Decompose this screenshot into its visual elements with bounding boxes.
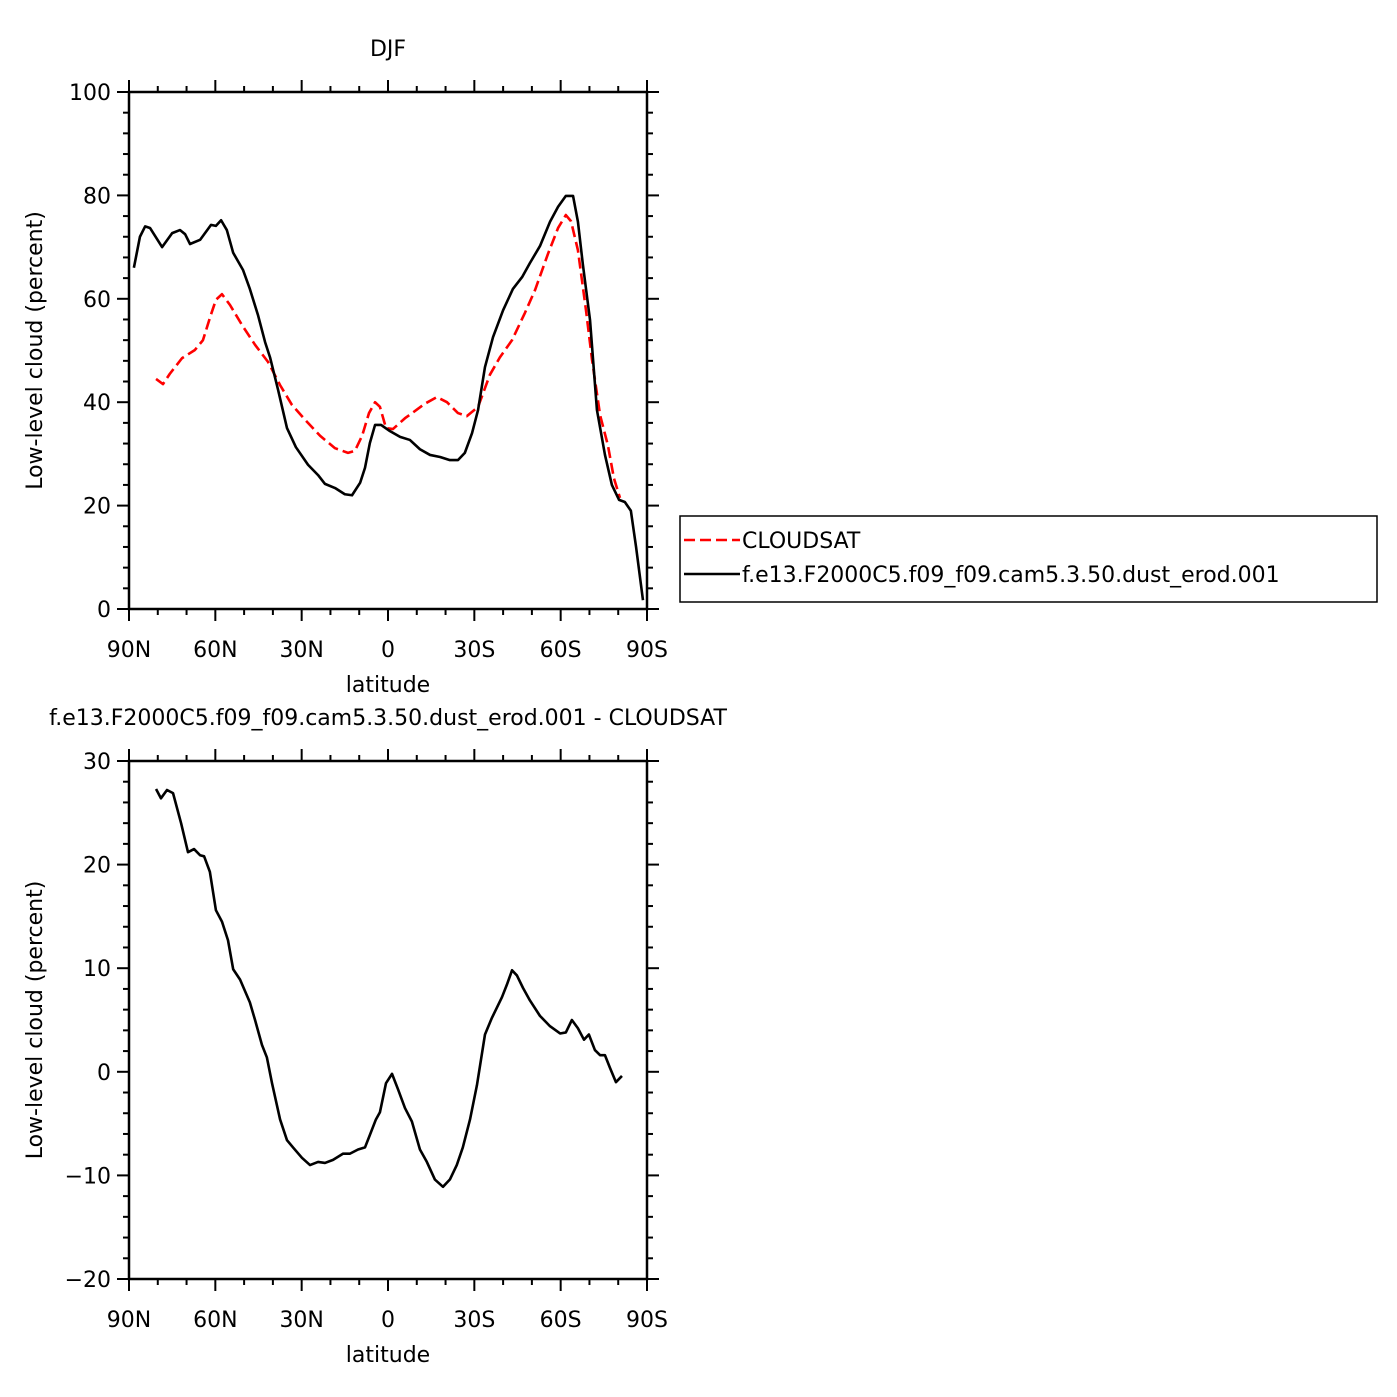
- y-tick-label: 60: [83, 288, 111, 313]
- x-tick-label: 60S: [540, 1308, 582, 1333]
- x-tick-label: 60N: [193, 1308, 237, 1333]
- legend-label: CLOUDSAT: [742, 529, 861, 554]
- x-tick-label: 30N: [279, 638, 323, 663]
- y-axis-label: Low-level cloud (percent): [23, 211, 48, 490]
- x-tick-label: 90N: [107, 1308, 151, 1333]
- chart-title: DJF: [370, 37, 406, 62]
- plot-frame: [127, 759, 649, 1281]
- x-tick-label: 90N: [107, 638, 151, 663]
- y-tick-label: −20: [65, 1268, 111, 1293]
- x-tick-label: 60S: [540, 638, 582, 663]
- y-axis-label: Low-level cloud (percent): [23, 881, 48, 1160]
- y-tick-label: 20: [83, 495, 111, 520]
- y-tick-label: 10: [83, 957, 111, 982]
- y-tick-label: 30: [83, 750, 111, 775]
- y-tick-label: 80: [83, 184, 111, 209]
- legend-label: f.e13.F2000C5.f09_f09.cam5.3.50.dust_ero…: [742, 563, 1280, 588]
- y-tick-label: 40: [83, 391, 111, 416]
- x-tick-label: 0: [381, 1308, 395, 1333]
- axes: [117, 80, 659, 621]
- x-tick-label: 30N: [279, 1308, 323, 1333]
- x-axis-label: latitude: [346, 673, 430, 698]
- plot-frame: [127, 90, 649, 611]
- data-line: [154, 788, 623, 1189]
- y-tick-label: 20: [83, 854, 111, 879]
- y-tick-label: 0: [97, 1061, 111, 1086]
- x-tick-label: 90S: [626, 1308, 668, 1333]
- x-axis-label: latitude: [346, 1343, 430, 1368]
- data-line: [132, 194, 645, 601]
- x-tick-label: 90S: [626, 638, 668, 663]
- y-tick-label: 0: [97, 598, 111, 623]
- axes: [117, 749, 659, 1291]
- y-tick-label: 100: [69, 81, 111, 106]
- legend-box: [679, 515, 1378, 603]
- chart-title: f.e13.F2000C5.f09_f09.cam5.3.50.dust_ero…: [49, 706, 727, 731]
- y-tick-label: −10: [65, 1164, 111, 1189]
- x-tick-label: 30S: [453, 638, 495, 663]
- x-tick-label: 60N: [193, 638, 237, 663]
- x-tick-label: 0: [381, 638, 395, 663]
- data-line: [155, 213, 622, 499]
- x-tick-label: 30S: [453, 1308, 495, 1333]
